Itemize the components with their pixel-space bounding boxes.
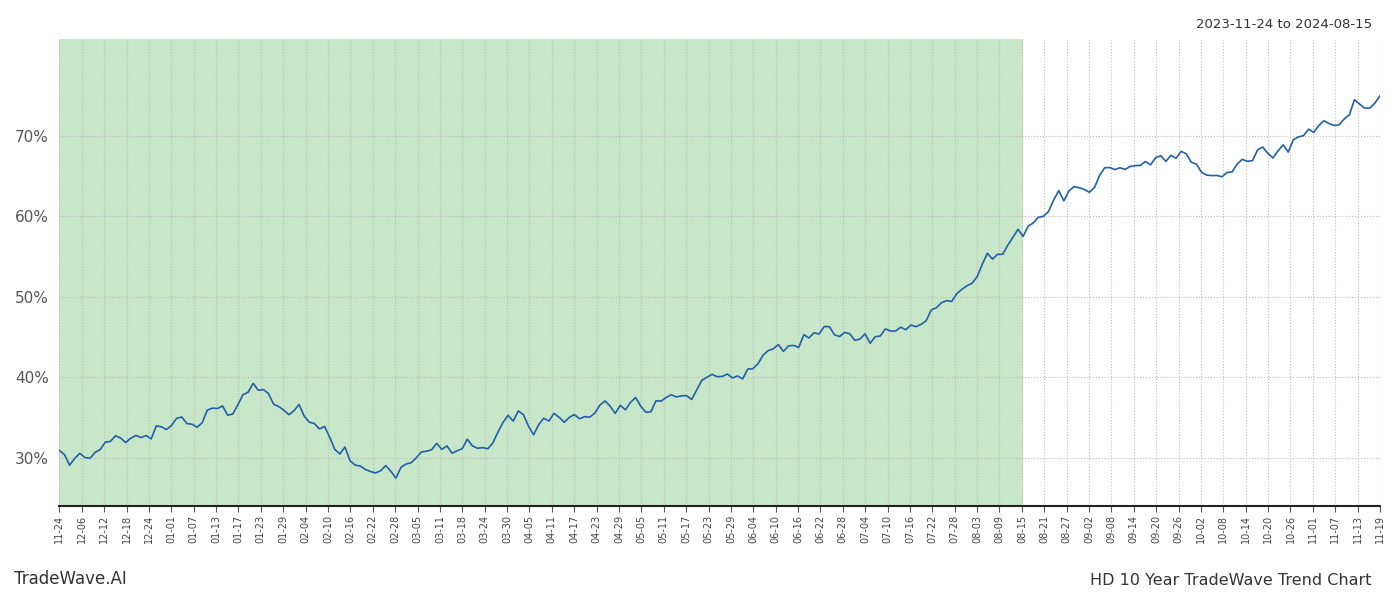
- Bar: [59, 39, 1022, 506]
- Text: HD 10 Year TradeWave Trend Chart: HD 10 Year TradeWave Trend Chart: [1091, 573, 1372, 588]
- Text: TradeWave.AI: TradeWave.AI: [14, 570, 127, 588]
- Text: 2023-11-24 to 2024-08-15: 2023-11-24 to 2024-08-15: [1196, 18, 1372, 31]
